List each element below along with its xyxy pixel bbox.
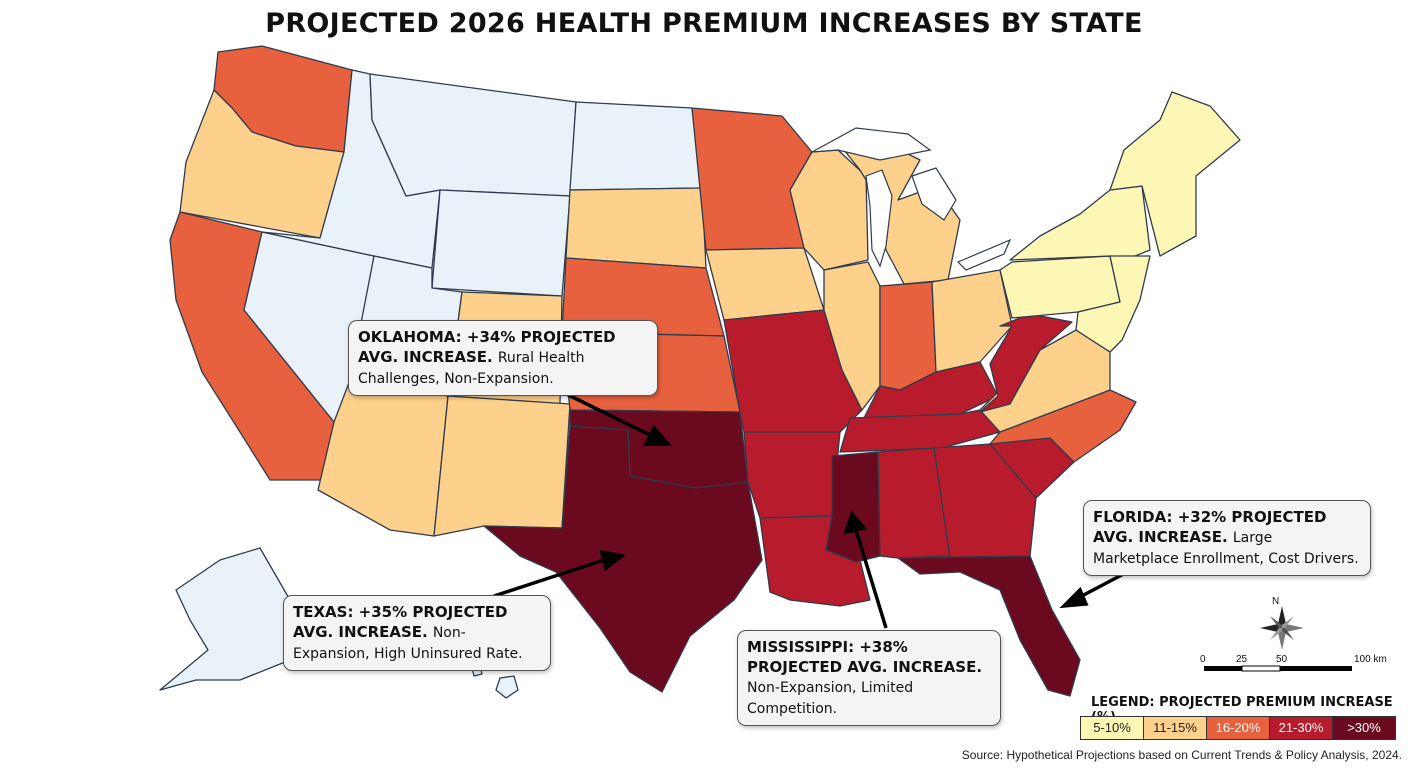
lake-erie	[956, 238, 1012, 271]
legend: 5-10% 11-15% 16-20% 21-30% >30%	[1080, 716, 1396, 740]
state-AR[interactable]	[743, 431, 841, 519]
map-title: PROJECTED 2026 HEALTH PREMIUM INCREASES …	[265, 8, 1143, 39]
state-NE-REGION[interactable]	[1109, 91, 1241, 257]
callout-mississippi-headline: MISSISSIPPI: +38% PROJECTED AVG. INCREAS…	[747, 638, 983, 676]
state-ND[interactable]	[569, 101, 703, 191]
callout-oklahoma: OKLAHOMA: +34% PROJECTED AVG. INCREASE. …	[348, 320, 658, 396]
state-WY[interactable]	[431, 189, 571, 297]
state-AK[interactable]	[159, 547, 321, 691]
scale-tick-100: 100 km	[1354, 654, 1387, 665]
state-GA[interactable]	[933, 443, 1037, 559]
compass-rose	[1260, 606, 1304, 650]
scale-tick-25: 25	[1236, 654, 1248, 665]
callout-florida: FLORIDA: +32% PROJECTED AVG. INCREASE. L…	[1083, 500, 1371, 576]
lake-superior	[811, 127, 932, 161]
state-NC[interactable]	[989, 389, 1137, 463]
state-FL[interactable]	[897, 555, 1081, 697]
state-IA[interactable]	[705, 247, 825, 321]
callout-florida-headline: FLORIDA: +32% PROJECTED AVG. INCREASE.	[1093, 508, 1327, 546]
mississippi-arrowhead	[843, 510, 868, 535]
callout-mississippi-note: Non-Expansion, Limited Competition.	[747, 680, 914, 717]
legend-bin-16-20: 16-20%	[1207, 717, 1270, 739]
lake-michigan	[865, 169, 893, 268]
legend-bin-5-10: 5-10%	[1081, 717, 1144, 739]
state-MN[interactable]	[691, 107, 813, 251]
mississippi-arrow	[854, 529, 888, 629]
callout-florida-note: Large Marketplace Enrollment, Cost Drive…	[1093, 530, 1359, 567]
callout-oklahoma-note: Rural Health Challenges, Non-Expansion.	[358, 350, 585, 387]
legend-bin-11-15: 11-15%	[1144, 717, 1207, 739]
state-NM[interactable]	[433, 395, 571, 537]
callout-texas-headline: TEXAS: +35% PROJECTED AVG. INCREASE.	[293, 603, 508, 641]
state-OH[interactable]	[931, 269, 1013, 373]
callout-mississippi: MISSISSIPPI: +38% PROJECTED AVG. INCREAS…	[737, 630, 1001, 726]
compass-north-label: N	[1272, 596, 1280, 607]
state-TX[interactable]	[483, 425, 763, 693]
legend-bin-21-30: 21-30%	[1270, 717, 1333, 739]
lake-huron	[911, 167, 957, 221]
state-HI[interactable]	[495, 675, 519, 699]
texas-arrowhead	[599, 549, 627, 571]
state-MT[interactable]	[369, 73, 577, 197]
state-IN[interactable]	[879, 281, 937, 391]
scale-bar	[1204, 665, 1352, 672]
state-WV[interactable]	[979, 313, 1073, 413]
texas-arrow	[493, 558, 605, 598]
scale-tick-0: 0	[1200, 654, 1206, 665]
callout-texas: TEXAS: +35% PROJECTED AVG. INCREASE. Non…	[283, 595, 551, 671]
callout-oklahoma-headline: OKLAHOMA: +34% PROJECTED AVG. INCREASE.	[358, 328, 616, 366]
state-MS[interactable]	[825, 451, 881, 563]
legend-bin-over-30: >30%	[1333, 717, 1395, 739]
state-NY[interactable]	[1009, 185, 1151, 263]
callout-texas-note: Non-Expansion, High Uninsured Rate.	[293, 625, 523, 662]
state-SD[interactable]	[565, 187, 707, 269]
state-NJ-MD[interactable]	[1075, 255, 1151, 353]
oklahoma-arrowhead	[643, 424, 672, 446]
scale-tick-50: 50	[1276, 654, 1288, 665]
source-note: Source: Hypothetical Projections based o…	[961, 748, 1402, 762]
florida-arrowhead	[1059, 586, 1089, 609]
state-IL[interactable]	[823, 261, 881, 411]
